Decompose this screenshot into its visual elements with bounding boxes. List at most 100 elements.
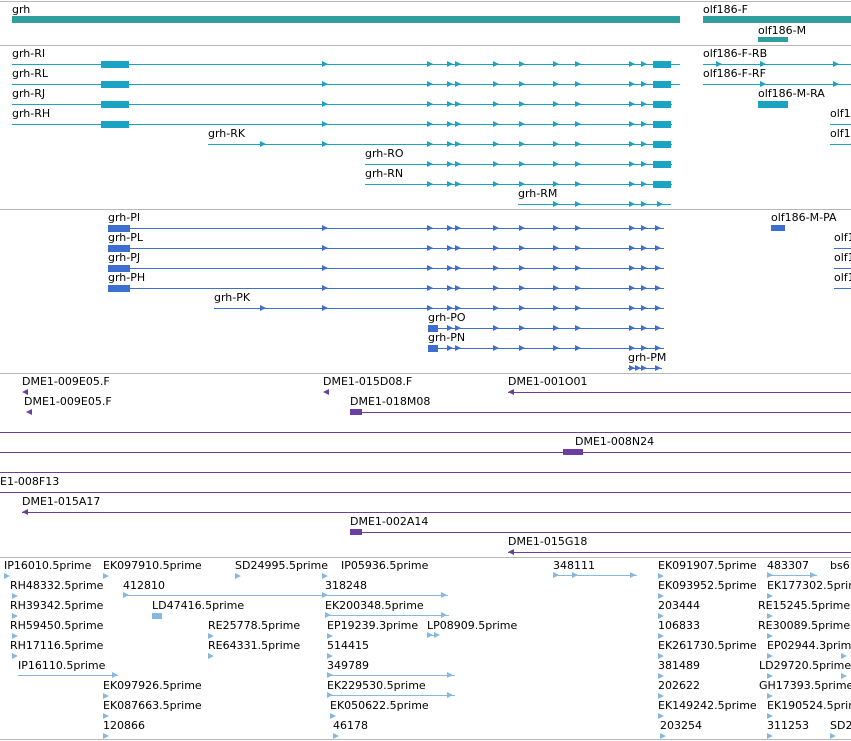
est-arrow[interactable] — [658, 633, 664, 639]
est-arrow[interactable] — [103, 733, 109, 739]
protein-line[interactable] — [108, 288, 664, 289]
est-label[interactable]: EK190524.5prime — [767, 699, 851, 712]
protein-line[interactable] — [428, 328, 664, 329]
transcript-label[interactable]: olf186-F-RB — [703, 47, 768, 60]
est-arrow[interactable] — [767, 733, 773, 739]
protein-line[interactable] — [108, 268, 664, 269]
transcript-line[interactable] — [208, 144, 672, 145]
transcript-label[interactable]: grh-RL — [12, 67, 49, 80]
est-line[interactable] — [325, 615, 449, 616]
est-arrow[interactable] — [658, 653, 664, 659]
est-label[interactable]: EK149242.5prime — [658, 699, 757, 712]
gene-bar-olf186-f[interactable] — [703, 16, 851, 23]
est-label[interactable]: RE15245.5prime — [758, 599, 851, 612]
est-label[interactable]: 348111 — [553, 559, 595, 572]
transcript-line[interactable] — [703, 84, 851, 85]
est-label[interactable]: RE64331.5prime — [208, 639, 301, 652]
clone-label[interactable]: DME1-015A17 — [22, 495, 101, 508]
est-arrow[interactable] — [103, 573, 109, 579]
est-label[interactable]: RH48332.5prime — [10, 579, 104, 592]
est-arrow[interactable] — [658, 713, 664, 719]
est-label[interactable]: bs6 — [830, 559, 850, 572]
est-label[interactable]: IP16110.5prime — [18, 659, 106, 672]
clone-line[interactable] — [350, 532, 851, 533]
est-arrow[interactable] — [767, 633, 773, 639]
protein-label[interactable]: grh-PH — [108, 271, 146, 284]
est-arrow[interactable] — [841, 653, 847, 659]
clone-line[interactable] — [508, 392, 851, 393]
est-arrow[interactable] — [658, 673, 664, 679]
transcript-label[interactable]: grh-RM — [518, 187, 558, 200]
protein-line[interactable] — [834, 248, 851, 249]
est-arrow[interactable] — [767, 693, 773, 699]
est-arrow[interactable] — [660, 733, 666, 739]
est-arrow[interactable] — [767, 593, 773, 599]
est-arrow[interactable] — [12, 593, 18, 599]
protein-label[interactable]: grh-PM — [628, 351, 667, 364]
est-label[interactable]: RE30089.5prime — [758, 619, 851, 632]
transcript-label[interactable]: olf1 — [830, 107, 851, 120]
est-arrow[interactable] — [103, 693, 109, 699]
transcript-label[interactable]: olf186-M-RA — [758, 87, 825, 100]
clone-label[interactable]: DME1-002A14 — [350, 515, 429, 528]
clone-label[interactable]: DME1-001O01 — [508, 375, 588, 388]
protein-line[interactable] — [108, 228, 664, 229]
est-line[interactable] — [18, 675, 118, 676]
clone-label[interactable]: DME1-009E05.F — [24, 395, 112, 408]
transcript-label[interactable]: grh-RK — [208, 127, 246, 140]
est-line[interactable] — [767, 575, 817, 576]
protein-line[interactable] — [214, 308, 664, 309]
est-label[interactable]: EK177302.5prime — [767, 579, 851, 592]
transcript-label[interactable]: olf1 — [830, 127, 851, 140]
est-label[interactable]: 412810 — [123, 579, 165, 592]
protein-exon[interactable] — [771, 225, 785, 231]
est-label[interactable]: EP19239.3prime — [327, 619, 419, 632]
est-label[interactable]: EK050622.5prime — [330, 699, 429, 712]
est-label[interactable]: 483307 — [767, 559, 809, 572]
est-arrow[interactable] — [235, 573, 241, 579]
est-line[interactable] — [553, 575, 637, 576]
est-label[interactable]: EK097910.5prime — [103, 559, 202, 572]
protein-label[interactable]: olf186-M-PA — [771, 211, 837, 224]
protein-label[interactable]: grh-PO — [428, 311, 466, 324]
transcript-line[interactable] — [12, 84, 680, 85]
est-label[interactable]: SD24995.5prime — [235, 559, 328, 572]
est-arrow[interactable] — [841, 673, 847, 679]
transcript-exon[interactable] — [758, 101, 788, 108]
est-arrow[interactable] — [208, 633, 214, 639]
est-label[interactable]: 311253 — [767, 719, 809, 732]
transcript-label[interactable]: olf186-F-RF — [703, 67, 766, 80]
est-arrow[interactable] — [327, 633, 333, 639]
clone-arrow[interactable] — [22, 389, 28, 395]
est-arrow[interactable] — [327, 653, 333, 659]
est-label[interactable]: EK229530.5prime — [327, 679, 426, 692]
est-label[interactable]: EK097926.5prime — [103, 679, 202, 692]
est-label[interactable]: 120866 — [103, 719, 145, 732]
protein-label[interactable]: olf1 — [834, 271, 851, 284]
transcript-line[interactable] — [12, 64, 680, 65]
est-exon[interactable] — [152, 613, 162, 619]
protein-label[interactable]: grh-PL — [108, 231, 144, 244]
est-label[interactable]: 46178 — [333, 719, 368, 732]
est-label[interactable]: RH17116.5prime — [10, 639, 104, 652]
est-arrow[interactable] — [12, 633, 18, 639]
protein-line[interactable] — [428, 348, 664, 349]
est-label[interactable]: EK091907.5prime — [658, 559, 757, 572]
est-label[interactable]: LP08909.5prime — [427, 619, 518, 632]
transcript-line[interactable] — [830, 144, 851, 145]
est-label[interactable]: RH39342.5prime — [10, 599, 104, 612]
est-arrow[interactable] — [658, 573, 664, 579]
est-label[interactable]: LD29720.5prime — [759, 659, 851, 672]
protein-label[interactable]: grh-PK — [214, 291, 251, 304]
est-arrow[interactable] — [767, 713, 773, 719]
clone-line[interactable] — [0, 432, 851, 433]
clone-arrow[interactable] — [323, 389, 329, 395]
transcript-line[interactable] — [703, 64, 851, 65]
clone-line[interactable] — [0, 452, 851, 453]
clone-label[interactable]: DME1-008N24 — [575, 435, 655, 448]
est-arrow[interactable] — [330, 713, 336, 719]
est-arrow[interactable] — [767, 613, 773, 619]
est-label[interactable]: GH17393.5prime — [759, 679, 851, 692]
est-arrow[interactable] — [658, 693, 664, 699]
protein-label[interactable]: grh-PI — [108, 211, 141, 224]
